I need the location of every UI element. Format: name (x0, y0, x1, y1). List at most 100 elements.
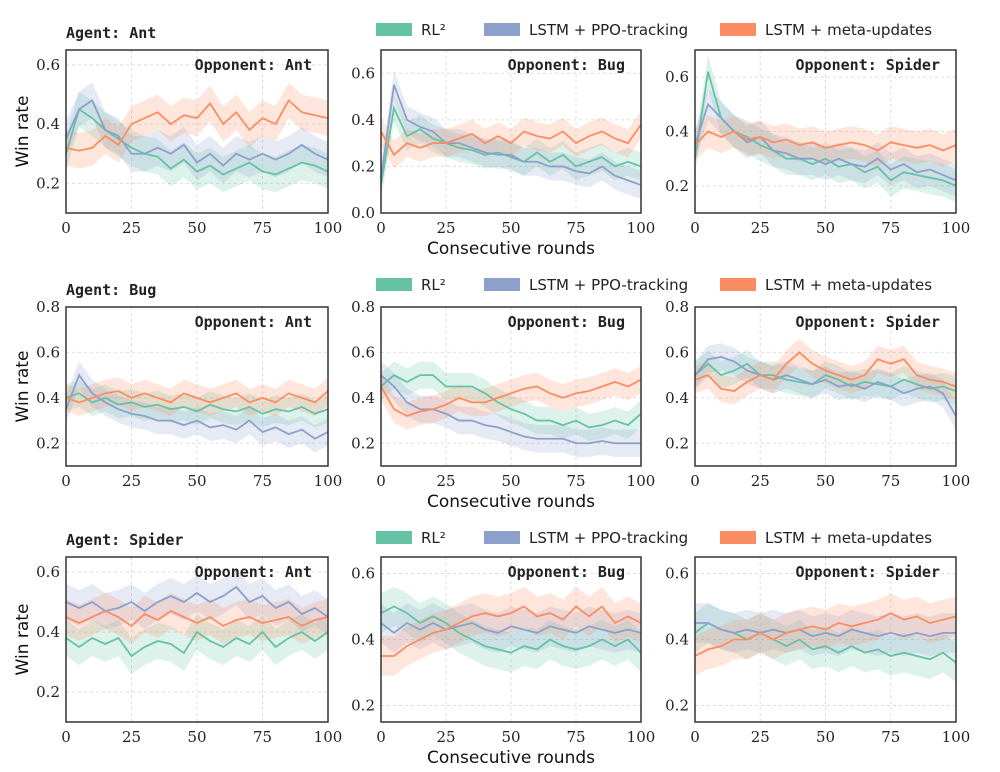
series-line (65, 390, 329, 404)
series-line (380, 605, 642, 654)
y-tick-label: 0.6 (351, 343, 375, 361)
subplot: 0 25 50 75 100 0.2 0.4 0.6 0.8 Opponent: Spider (665, 298, 970, 490)
series-line (65, 609, 329, 628)
series-line (694, 130, 957, 152)
y-tick-label: 0.4 (665, 631, 689, 649)
confidence-band (381, 603, 641, 653)
series-line (381, 605, 642, 657)
x-tick-label: 100 (314, 472, 343, 490)
y-tick-label: 0.8 (36, 298, 60, 316)
series-line (694, 612, 957, 657)
legend-swatch (376, 23, 412, 36)
series-line (380, 621, 642, 635)
legend-swatch (484, 278, 520, 291)
series-line (694, 621, 957, 664)
subplot: 0 25 50 75 100 0.0 0.2 0.4 0.6 Opponent: Bug Conse… (351, 49, 656, 259)
confidence-band (695, 343, 956, 430)
series-line (694, 362, 957, 392)
y-tick-label: 0.4 (351, 111, 375, 129)
x-tick-label: 25 (751, 219, 770, 237)
axes-frame (694, 556, 957, 723)
y-tick-label: 0.2 (36, 683, 60, 701)
y-tick-label: 0.6 (665, 565, 689, 583)
series-line (65, 99, 329, 167)
y-tick-label: 0.2 (665, 177, 689, 195)
x-tick-label: 100 (627, 219, 656, 237)
series-line (65, 98, 329, 152)
legend: RL² LSTM + PPO-tracking LSTM + meta-update… (376, 529, 932, 547)
series-line (380, 84, 642, 186)
axes-frame (65, 49, 329, 214)
x-tick-label: 75 (253, 728, 272, 746)
legend-label: LSTM + meta-updates (765, 21, 932, 39)
legend-swatch (484, 23, 520, 36)
series-line (695, 622, 956, 638)
legend-label: RL² (421, 276, 446, 294)
y-tick-label: 0.2 (665, 697, 689, 715)
x-tick-label: 75 (566, 472, 585, 490)
confidence-band (66, 82, 328, 169)
legend-swatch (720, 278, 756, 291)
x-tick-label: 50 (187, 219, 206, 237)
axes-frame (380, 306, 642, 467)
opponent-label: Opponent: Bug (508, 563, 625, 581)
opponent-label: Opponent: Bug (508, 56, 625, 74)
legend-label: LSTM + PPO-tracking (529, 529, 688, 547)
confidence-band (66, 82, 328, 184)
series-line (694, 351, 957, 392)
confidence-band (66, 569, 328, 635)
series-line (65, 630, 329, 658)
legend: RL² LSTM + PPO-tracking LSTM + meta-update… (376, 21, 932, 39)
confidence-band (66, 361, 328, 453)
subplot: 0 25 50 75 100 0.2 0.4 0.6 Opponent: Ant Agent: S… (13, 531, 342, 746)
axes-frame (380, 49, 642, 214)
x-tick-label: 25 (122, 219, 141, 237)
subplot: 0 25 50 75 100 0.2 0.4 0.6 Opponent: Spider (665, 556, 971, 746)
y-tick-label: 0.8 (351, 298, 375, 316)
legend-label: RL² (421, 529, 446, 547)
x-tick-label: 0 (690, 219, 700, 237)
x-tick-label: 50 (816, 728, 835, 746)
series-line (65, 373, 329, 440)
x-tick-label: 0 (61, 728, 71, 746)
y-tick-label: 0.2 (351, 434, 375, 452)
y-tick-label: 0.6 (36, 563, 60, 581)
x-tick-label: 100 (627, 472, 656, 490)
x-tick-label: 0 (376, 219, 386, 237)
y-tick-label: 0.4 (665, 389, 689, 407)
y-tick-label: 0.4 (36, 623, 60, 641)
x-tick-label: 0 (61, 472, 71, 490)
x-tick-label: 50 (501, 728, 520, 746)
confidence-band (66, 377, 328, 417)
y-tick-label: 0.6 (36, 56, 60, 74)
y-tick-label: 0.6 (665, 68, 689, 86)
x-tick-label: 100 (314, 219, 343, 237)
x-tick-label: 100 (942, 472, 971, 490)
y-axis-label: Win rate (13, 604, 33, 676)
legend-swatch (720, 23, 756, 36)
series-line (694, 356, 957, 417)
x-tick-label: 100 (942, 728, 971, 746)
opponent-label: Opponent: Ant (195, 563, 312, 581)
x-tick-label: 0 (376, 472, 386, 490)
confidence-band (695, 350, 956, 405)
subplot: 0 25 50 75 100 0.2 0.4 0.6 Opponent: Ant Agent: A… (13, 24, 342, 237)
y-tick-label: 0.2 (665, 434, 689, 452)
x-tick-label: 50 (187, 728, 206, 746)
x-tick-label: 0 (376, 728, 386, 746)
x-tick-label: 100 (314, 728, 343, 746)
opponent-label: Opponent: Spider (796, 56, 941, 74)
y-tick-label: 0.2 (36, 174, 60, 192)
legend: RL² LSTM + PPO-tracking LSTM + meta-update… (376, 276, 932, 294)
series-line (380, 378, 642, 418)
legend-swatch (720, 531, 756, 544)
y-tick-label: 0.4 (351, 631, 375, 649)
y-tick-label: 0.2 (351, 157, 375, 175)
x-tick-label: 25 (751, 472, 770, 490)
x-tick-label: 75 (253, 472, 272, 490)
y-tick-label: 0.0 (351, 204, 375, 222)
x-tick-label: 0 (690, 728, 700, 746)
legend-label: LSTM + PPO-tracking (529, 276, 688, 294)
